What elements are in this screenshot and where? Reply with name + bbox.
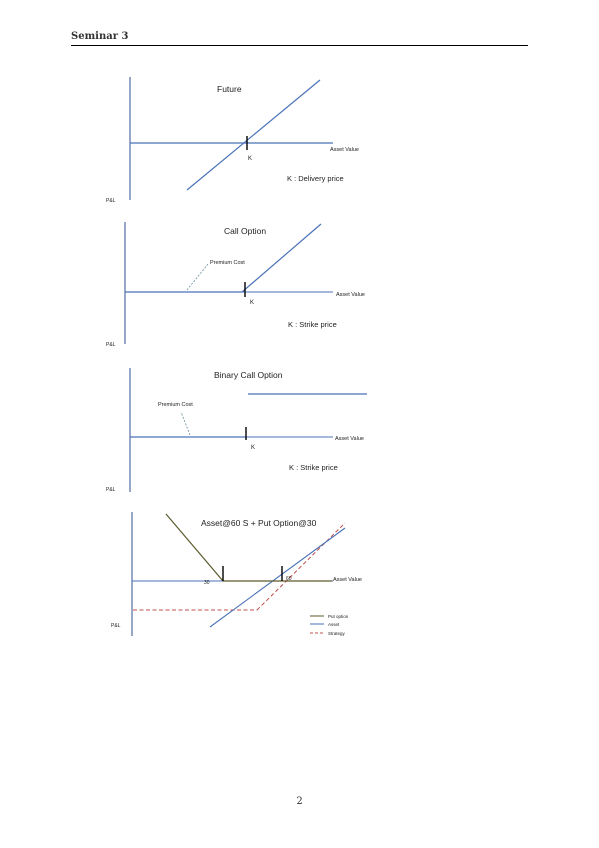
legend-strategy-label: Strategy: [328, 631, 346, 636]
payoff-diagrams: Future Asset Value K K : Delivery price …: [106, 77, 367, 636]
y-axis-label: P&L: [111, 623, 121, 629]
premium-label: Premium Cost: [158, 402, 193, 408]
diagram-title: Asset@60 S + Put Option@30: [201, 518, 317, 528]
y-axis-label: P&L: [106, 342, 116, 348]
asset-payoff-line: [209, 527, 346, 628]
label-60: 60: [286, 576, 292, 582]
premium-label: Premium Cost: [210, 260, 245, 266]
axis-label: Asset Value: [330, 147, 359, 153]
y-axis-label: P&L: [106, 487, 116, 493]
note-text: K : Delivery price: [287, 174, 344, 183]
premium-pointer: [186, 263, 209, 291]
diagram-title: Binary Call Option: [214, 370, 283, 380]
future-diagram: Future Asset Value K K : Delivery price …: [106, 77, 359, 204]
future-payoff-line: [186, 79, 321, 191]
premium-pointer: [180, 411, 191, 436]
running-header: Seminar 3: [71, 31, 129, 42]
strike-label: K: [251, 445, 255, 451]
axis-label: Asset Value: [335, 436, 364, 442]
axis-label: Asset Value: [333, 577, 362, 583]
legend-asset-label: Asset: [328, 622, 340, 627]
asset-plus-put-diagram: Asset@60 S + Put Option@30 30 60 Asset V…: [111, 512, 362, 636]
diagram-title: Future: [217, 84, 242, 94]
note-text: K : Strike price: [288, 320, 337, 329]
axis-label: Asset Value: [336, 292, 365, 298]
call-payoff-line: [125, 223, 322, 293]
strategy-rising-line: [256, 522, 346, 611]
legend: Put option Asset Strategy: [310, 614, 349, 636]
header-rule: [71, 45, 528, 46]
diagram-title: Call Option: [224, 226, 266, 236]
note-text: K : Strike price: [289, 463, 338, 472]
page-number: 2: [296, 796, 303, 807]
strike-label: K: [248, 156, 252, 162]
call-option-diagram: Call Option Premium Cost Asset Value K K…: [106, 222, 365, 348]
binary-call-option-diagram: Binary Call Option Premium Cost Asset Va…: [106, 368, 367, 493]
label-30: 30: [204, 580, 210, 586]
y-axis-label: P&L: [106, 198, 116, 204]
legend-put-label: Put option: [328, 614, 349, 619]
strike-label: K: [250, 300, 254, 306]
